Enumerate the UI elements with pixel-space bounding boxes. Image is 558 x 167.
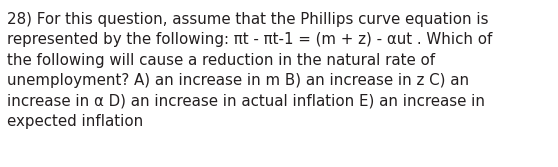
Text: 28) For this question, assume that the Phillips curve equation is
represented by: 28) For this question, assume that the P… bbox=[7, 12, 492, 129]
